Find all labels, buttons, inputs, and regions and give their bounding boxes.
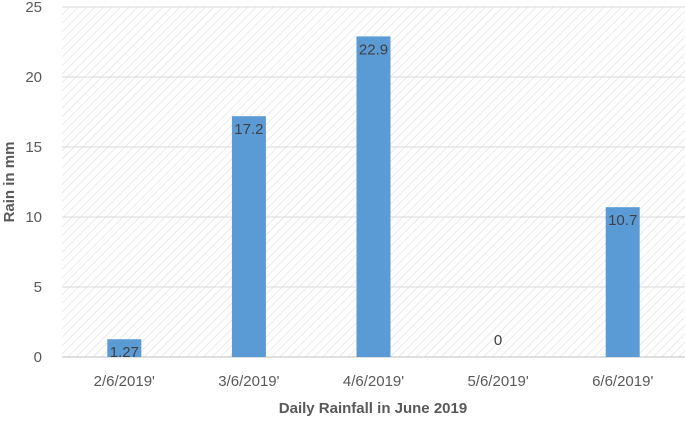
y-tick-label: 25 xyxy=(25,0,42,16)
bar-data-label: 17.2 xyxy=(234,121,263,138)
x-tick-label: 3/6/2019' xyxy=(218,373,279,390)
tick-labels: 0 5 10 15 20 25 2/6/2019' 3/6/2019' 4/6/2019' 5/6… xyxy=(25,0,653,390)
y-tick-label: 15 xyxy=(25,139,42,156)
x-tick-label: 5/6/2019' xyxy=(467,373,528,390)
bar xyxy=(231,116,266,357)
bar xyxy=(605,207,640,357)
bar-data-label: 10.7 xyxy=(608,212,637,229)
y-tick-label: 0 xyxy=(34,349,42,366)
x-tick-label: 2/6/2019' xyxy=(94,373,155,390)
bar-data-label: 1.27 xyxy=(110,344,139,361)
bars xyxy=(107,36,640,358)
bar-data-label: 22.9 xyxy=(359,41,388,58)
y-tick-label: 5 xyxy=(34,279,42,296)
y-tick-label: 10 xyxy=(25,209,42,226)
bar-data-label: 0 xyxy=(494,332,502,349)
data-labels: 1.27 17.2 22.9 0 10.7 xyxy=(110,41,638,361)
x-axis-title: Daily Rainfall in June 2019 xyxy=(279,400,467,417)
x-tick-label: 6/6/2019' xyxy=(592,373,653,390)
bar xyxy=(107,339,142,357)
y-axis-title: Rain in mm xyxy=(1,142,18,223)
x-tick-label: 4/6/2019' xyxy=(343,373,404,390)
bar xyxy=(356,36,391,358)
y-tick-label: 20 xyxy=(25,69,42,86)
